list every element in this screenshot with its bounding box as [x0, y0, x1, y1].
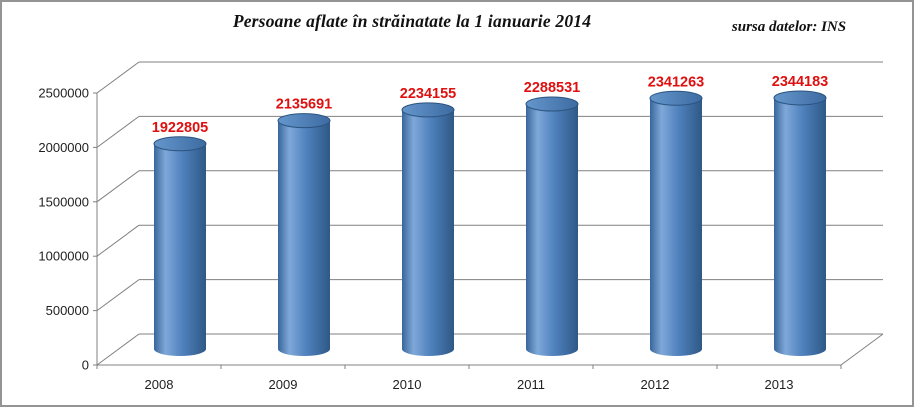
- cylinder-top-2011: [525, 96, 579, 112]
- wall-diagonal: [96, 115, 140, 148]
- data-label: 2234155: [400, 86, 456, 102]
- cylinder-body-2013: [774, 97, 826, 350]
- wall-diagonal: [96, 279, 140, 312]
- data-label: 2344183: [772, 74, 828, 90]
- cylinder-top-2010: [401, 102, 455, 118]
- y-axis-label: 2500000: [38, 86, 89, 101]
- y-axis-label: 500000: [46, 303, 89, 318]
- wall-diagonal: [96, 170, 140, 203]
- y-axis-label: 0: [82, 358, 89, 373]
- y-axis-label: 1000000: [38, 249, 89, 264]
- data-label: 1922805: [152, 120, 208, 136]
- cylinder-body-2008: [154, 143, 206, 349]
- x-axis-label: 2010: [393, 377, 422, 392]
- source-note: sursa datelor: INS: [731, 19, 847, 35]
- y-axis-label: 2000000: [38, 140, 89, 155]
- x-axis-label: 2009: [269, 377, 298, 392]
- x-axis-label: 2008: [145, 377, 174, 392]
- cylinder-top-2012: [649, 90, 703, 106]
- x-axis-label: 2012: [641, 377, 670, 392]
- wall-diagonal: [96, 224, 140, 257]
- cylinder-body-2009: [278, 120, 330, 350]
- cylinder-top-2013: [773, 90, 827, 106]
- data-label: 2288531: [524, 80, 580, 96]
- floor-right-diagonal: [840, 333, 884, 366]
- cylinder-body-2011: [526, 104, 578, 349]
- wall-diagonal: [96, 61, 140, 94]
- cylinder-top-2009: [277, 113, 331, 129]
- data-label: 2135691: [276, 97, 332, 113]
- y-axis-label: 1500000: [38, 194, 89, 209]
- chart-title: Persoane aflate în străinatate la 1 ianu…: [232, 11, 592, 31]
- cylinder-top-2008: [153, 136, 207, 152]
- cylinder-body-2010: [402, 109, 454, 349]
- wall-diagonal: [96, 333, 140, 366]
- x-axis-label: 2013: [765, 377, 794, 392]
- data-label: 2341263: [648, 74, 704, 90]
- cylinder-body-2012: [650, 98, 702, 349]
- x-axis-label: 2011: [517, 377, 545, 392]
